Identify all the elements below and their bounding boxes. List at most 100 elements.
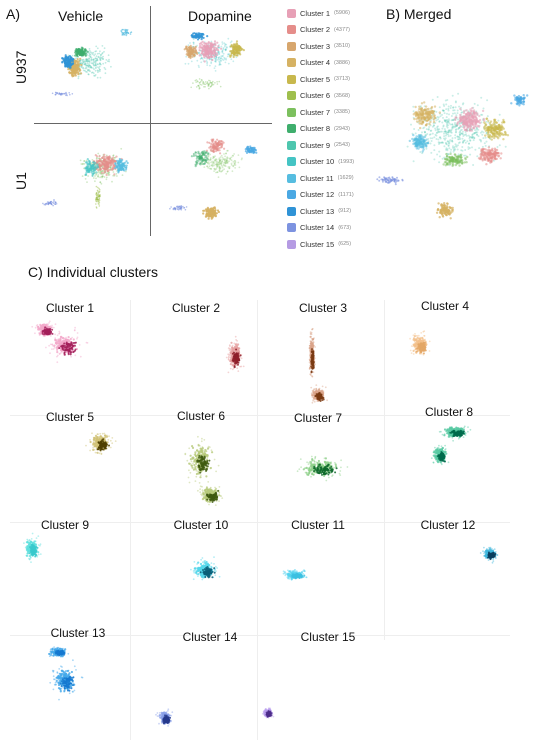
legend-swatch (287, 91, 296, 100)
legend-swatch (287, 124, 296, 133)
legend-item: Cluster 12 (1171) (287, 188, 354, 202)
cluster-title: Cluster 14 (182, 630, 238, 644)
umap-merged (376, 92, 529, 220)
grid-line (384, 300, 385, 640)
grid-line (10, 415, 510, 416)
legend-item: Cluster 9 (2543) (287, 138, 350, 152)
legend-swatch (287, 140, 296, 150)
legend-label: Cluster 2 (300, 25, 331, 34)
legend-item: Cluster 4 (3886) (287, 56, 350, 70)
legend-count: (912) (338, 208, 352, 214)
legend-swatch (287, 190, 296, 199)
legend-label: Cluster 3 (300, 41, 331, 51)
legend-label: Cluster 11 (300, 173, 334, 183)
legend-count: (1629) (337, 175, 354, 181)
legend-label: Cluster 13 (300, 206, 335, 216)
legend-label: Cluster 1 (300, 8, 331, 18)
legend-item: Cluster 7 (3385) (287, 105, 350, 119)
legend-count: (1171) (338, 191, 354, 198)
grid-line (10, 635, 510, 636)
panel-a-horizontal-divider (34, 123, 272, 124)
grid-line (130, 300, 131, 740)
legend-count: (3385) (334, 109, 350, 115)
legend-item: Cluster 6 (3568) (287, 89, 350, 103)
cluster-title: Cluster 6 (176, 409, 226, 423)
legend-swatch (287, 25, 296, 34)
umap-u1-dopamine (169, 138, 258, 220)
panel-b-label: B) Merged (386, 6, 452, 22)
legend-swatch (287, 8, 296, 18)
cluster-title: Cluster 10 (173, 518, 229, 532)
legend-swatch (287, 58, 296, 67)
legend-label: Cluster 8 (300, 124, 331, 133)
cluster-title: Cluster 4 (420, 299, 470, 313)
legend-label: Cluster 9 (300, 140, 331, 150)
legend-label: Cluster 5 (300, 74, 331, 84)
legend-label: Cluster 15 (300, 239, 335, 249)
legend-item: Cluster 8 (2943) (287, 122, 350, 136)
legend-label: Cluster 10 (300, 157, 335, 166)
legend-count: (3713) (334, 76, 350, 82)
cluster-title: Cluster 11 (291, 518, 345, 532)
umap-u937-dopamine (183, 32, 245, 90)
legend-count: (3886) (334, 59, 350, 66)
legend-item: Cluster 13 (912) (287, 204, 351, 218)
panel-a-label: A) (6, 6, 20, 22)
legend-count: (3510) (334, 43, 350, 49)
cluster-title: Cluster 7 (293, 411, 343, 425)
legend-count: (2543) (334, 142, 350, 148)
umap-u1-vehicle (42, 147, 129, 209)
grid-line (257, 300, 258, 740)
grid-line (10, 522, 510, 523)
legend-item: Cluster 3 (3510) (287, 39, 350, 53)
legend-count: (5906) (334, 10, 350, 16)
cluster-title: Cluster 8 (424, 405, 474, 419)
legend-item: Cluster 10 (1993) (287, 155, 354, 169)
panel-c-label: C) Individual clusters (28, 264, 158, 280)
legend-count: (625) (338, 241, 352, 247)
panel-a-vertical-divider (150, 6, 151, 236)
legend-swatch (287, 107, 296, 117)
cluster-title: Cluster 15 (300, 630, 356, 644)
column-label-dopamine: Dopamine (188, 8, 252, 24)
legend-item: Cluster 5 (3713) (287, 72, 350, 86)
cluster-title: Cluster 5 (45, 410, 95, 424)
legend-label: Cluster 14 (300, 223, 335, 232)
umap-u937-vehicle (51, 28, 133, 97)
legend-label: Cluster 6 (300, 91, 331, 100)
legend-swatch (287, 206, 296, 216)
legend-item: Cluster 15 (625) (287, 237, 351, 251)
legend-item: Cluster 11 (1629) (287, 171, 354, 185)
legend-count: (4377) (334, 26, 350, 33)
legend-item: Cluster 1 (5906) (287, 6, 350, 20)
legend-swatch (287, 41, 296, 51)
cluster-title: Cluster 9 (40, 518, 90, 532)
legend-swatch (287, 157, 296, 166)
cluster-title: Cluster 3 (298, 301, 348, 315)
legend-label: Cluster 7 (300, 107, 331, 117)
legend-label: Cluster 12 (300, 190, 335, 199)
legend-swatch (287, 223, 296, 232)
legend-swatch (287, 239, 296, 249)
cluster-title: Cluster 2 (171, 301, 221, 315)
legend-count: (1993) (338, 158, 355, 165)
legend-label: Cluster 4 (300, 58, 331, 67)
legend-swatch (287, 173, 296, 183)
cluster-title: Cluster 1 (45, 301, 95, 315)
cluster-title: Cluster 12 (420, 518, 476, 532)
